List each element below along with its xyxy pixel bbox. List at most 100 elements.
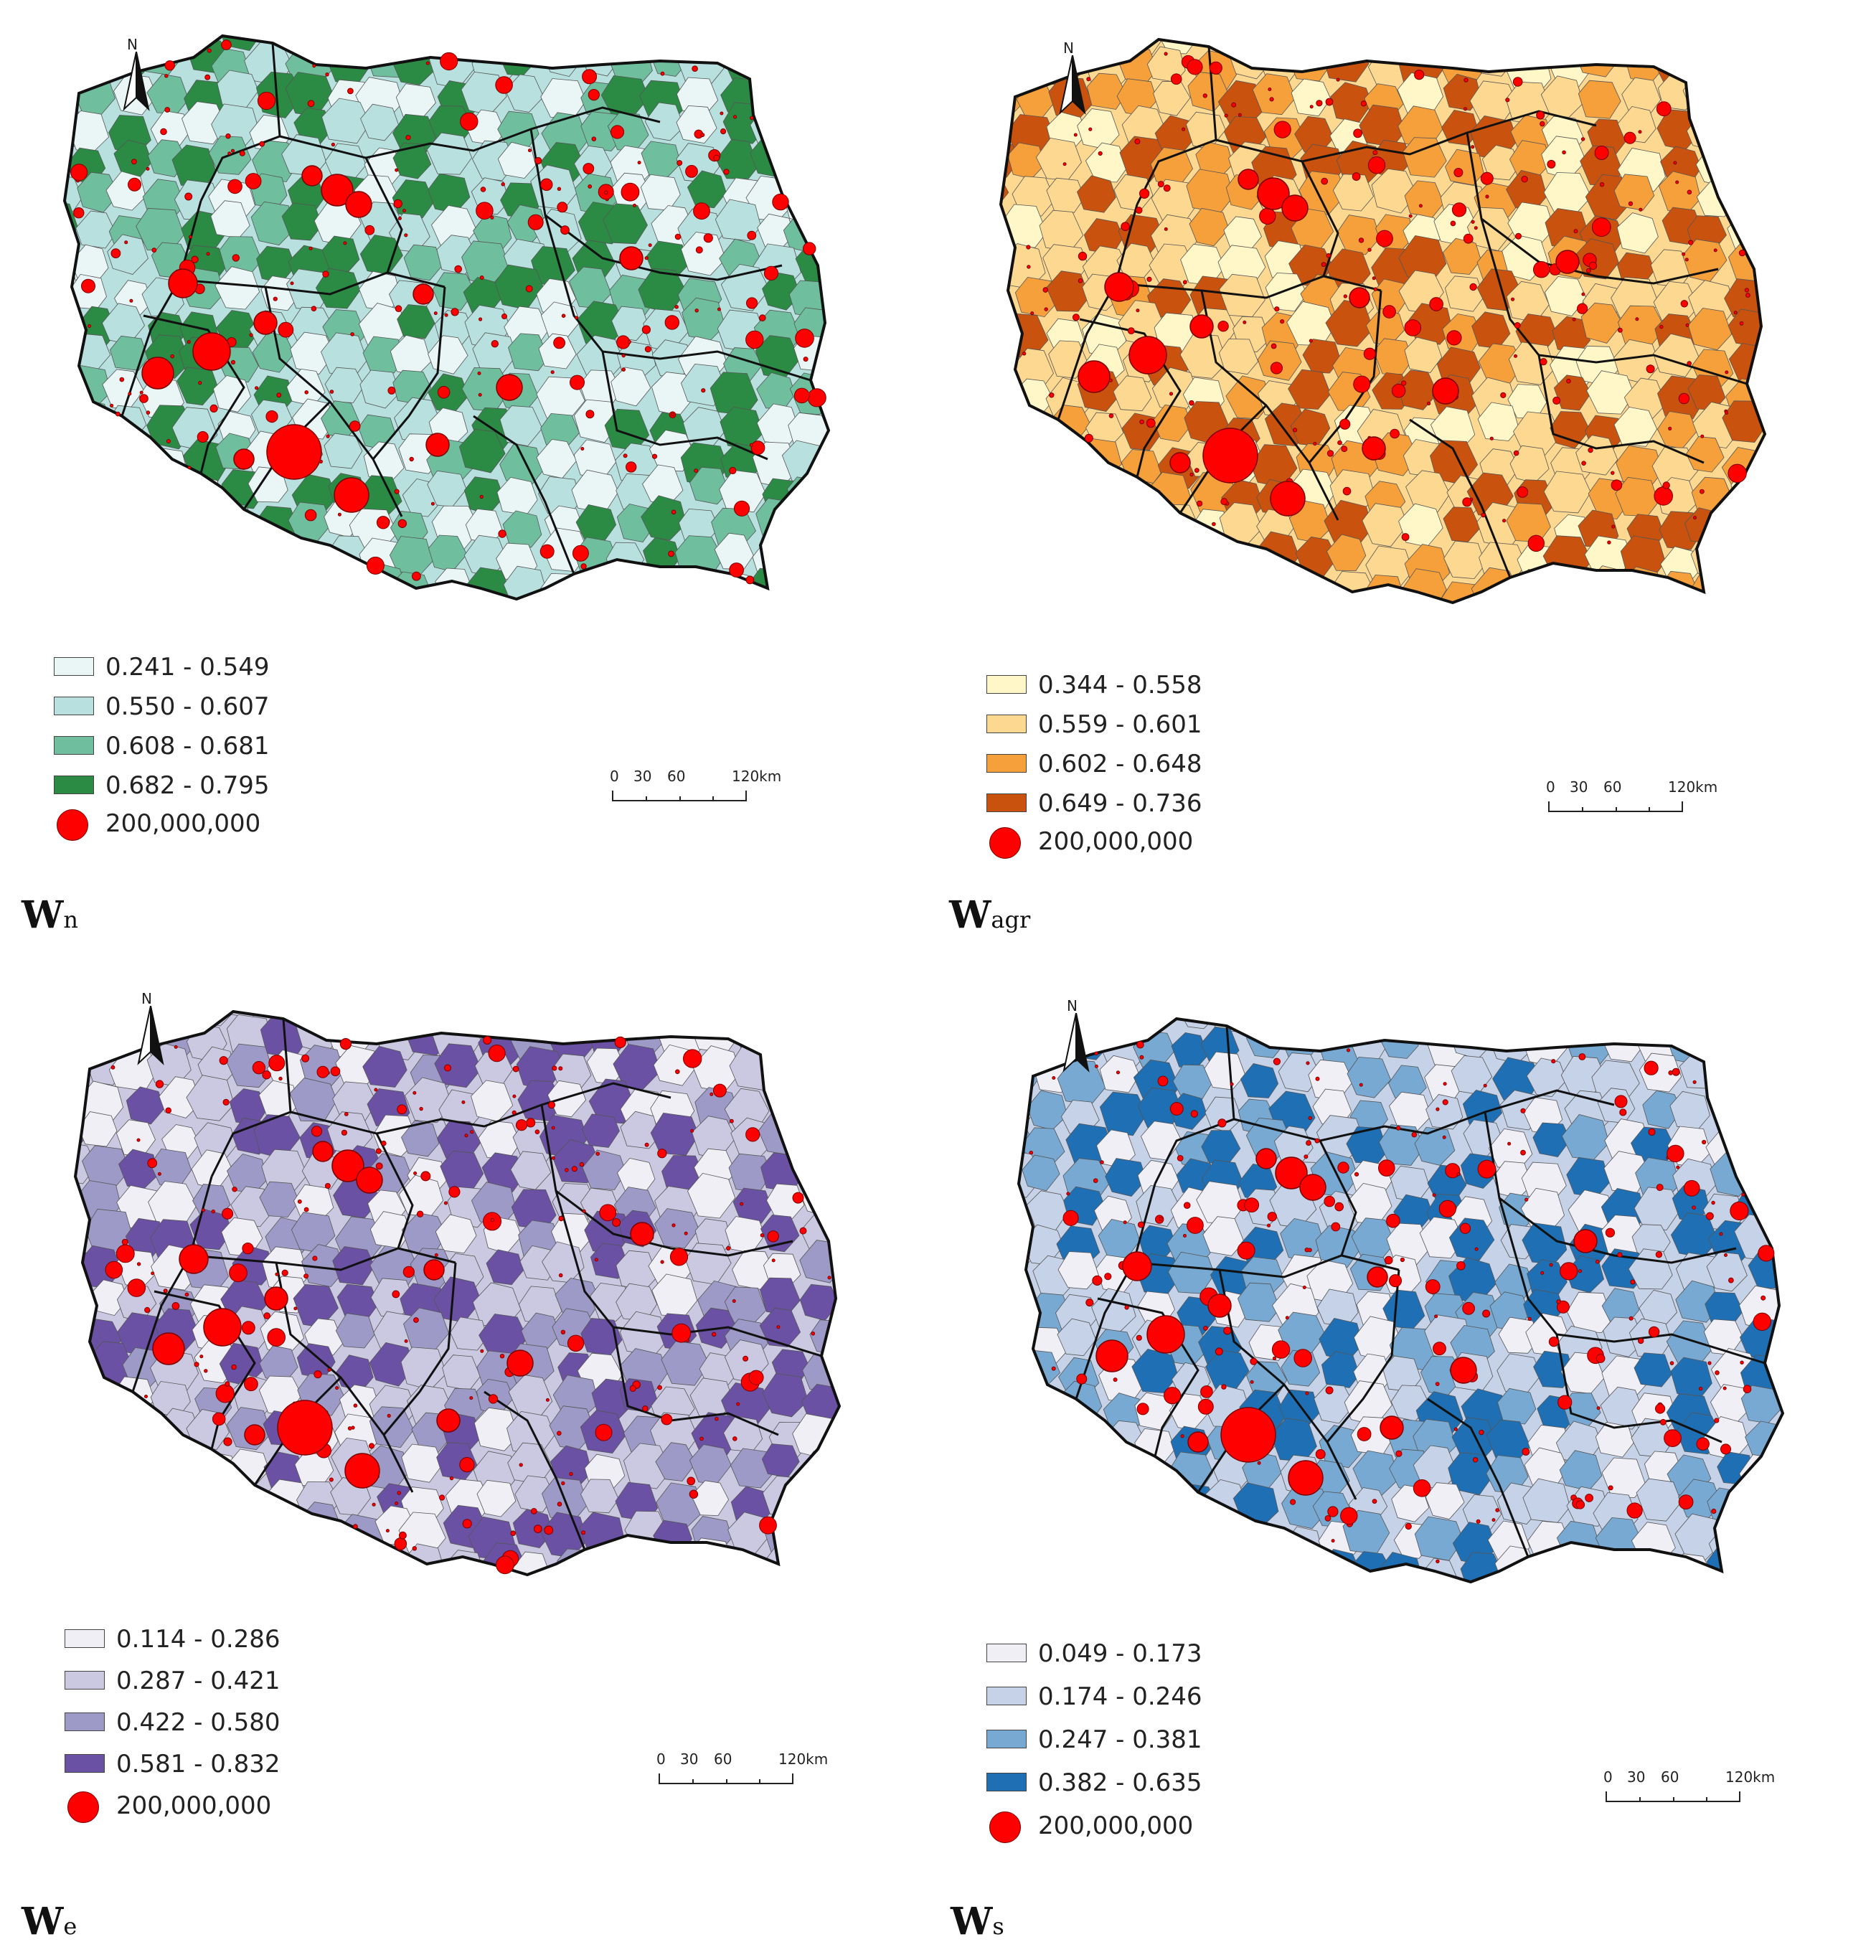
value-circle: [1760, 1295, 1766, 1301]
value-circle: [1157, 1075, 1169, 1087]
value-circle: [1327, 1506, 1339, 1517]
value-circle: [694, 308, 699, 313]
value-circle: [1425, 1279, 1441, 1294]
district-region: [582, 1149, 626, 1190]
value-circle: [490, 1217, 495, 1222]
value-circle: [1324, 1515, 1331, 1522]
value-circle: [552, 1065, 557, 1071]
district-region: [1585, 565, 1630, 603]
value-circle: [1177, 1155, 1184, 1162]
value-circle: [675, 1069, 680, 1075]
voivodeship-border: [382, 1262, 457, 1436]
value-circle: [703, 233, 713, 243]
district-region: [1745, 1162, 1783, 1202]
value-circle: [1272, 1356, 1277, 1360]
legend-label: 0.241 - 0.549: [105, 653, 270, 682]
legend-label: 0.049 - 0.173: [1038, 1639, 1202, 1668]
district-region: [1202, 1216, 1245, 1256]
value-circle: [199, 1354, 204, 1359]
value-circle: [1189, 400, 1194, 406]
district-region: [1547, 574, 1593, 603]
district-region: [1057, 1318, 1097, 1357]
value-circle: [772, 193, 789, 211]
value-circle: [488, 1045, 506, 1063]
district-region: [1686, 436, 1725, 473]
value-circle: [139, 390, 143, 395]
value-circle: [245, 173, 262, 189]
value-circle: [198, 380, 202, 385]
value-circle: [232, 254, 240, 262]
country-border: [1017, 1017, 1785, 1584]
district-region: [1225, 39, 1264, 45]
value-circle: [1445, 1163, 1461, 1179]
district-region: [623, 1545, 661, 1575]
value-circle: [580, 447, 585, 451]
north-label: N: [141, 990, 152, 1007]
value-circle: [374, 1088, 378, 1092]
value-circle: [1237, 1241, 1255, 1260]
voivodeship-border: [1498, 1197, 1766, 1365]
value-circle: [512, 1110, 517, 1115]
value-circle: [1462, 497, 1472, 507]
district-region: [1010, 414, 1050, 450]
value-circle: [207, 48, 212, 53]
district-region: [1613, 174, 1655, 211]
value-circle: [187, 466, 192, 470]
value-circle: [460, 112, 479, 131]
value-circle: [746, 297, 758, 309]
district-region: [1321, 1351, 1360, 1388]
district-region: [660, 1551, 707, 1575]
value-circle: [1626, 1502, 1643, 1519]
value-circle: [1513, 450, 1519, 456]
value-circle: [1514, 322, 1521, 329]
district-region: [209, 531, 257, 575]
district-region: [281, 202, 323, 241]
district-region: [335, 1313, 375, 1349]
value-circle: [1418, 204, 1423, 208]
district-region: [324, 36, 366, 43]
value-circle: [215, 1384, 235, 1403]
value-circle: [1342, 486, 1352, 496]
district-region: [770, 1023, 811, 1060]
district-region: [1580, 302, 1623, 344]
value-circle: [799, 1227, 807, 1235]
value-circle-large: [1257, 177, 1290, 210]
value-circle: [1552, 396, 1561, 405]
value-circle: [550, 370, 555, 374]
district-region: [1325, 39, 1373, 63]
value-circle: [1471, 145, 1475, 149]
scale-label: 120km: [778, 1751, 829, 1768]
value-circle: [491, 340, 499, 348]
legend-label: 0.682 - 0.795: [105, 771, 270, 800]
district-region: [1225, 547, 1265, 583]
district-region: [1402, 137, 1447, 178]
voivodeship-border: [1115, 275, 1382, 299]
district-region: [1225, 375, 1272, 420]
district-region: [1265, 272, 1308, 312]
value-circle: [1451, 202, 1467, 217]
value-circle: [449, 1476, 454, 1481]
district-region: [620, 1111, 660, 1149]
value-circle: [1684, 258, 1689, 262]
value-circle: [1187, 59, 1203, 75]
legend-circle-label: 200,000,000: [1038, 827, 1194, 856]
district-region: [1004, 39, 1050, 47]
value-circle: [1085, 1299, 1094, 1307]
value-circle-large: [423, 1259, 445, 1281]
voivodeship-border: [210, 1018, 292, 1177]
value-circle: [1477, 1159, 1496, 1179]
value-circle: [668, 550, 674, 557]
value-circle: [641, 325, 651, 334]
district-region: [1740, 1019, 1782, 1060]
district-region: [1613, 406, 1658, 447]
value-circle: [1084, 433, 1093, 443]
district-region: [332, 1012, 378, 1024]
value-circle: [1566, 378, 1571, 384]
value-circle: [1401, 533, 1410, 541]
district-region: [1738, 1484, 1783, 1526]
value-circle: [1540, 1271, 1545, 1275]
value-circle: [439, 1494, 446, 1501]
value-circle: [1062, 1210, 1079, 1226]
district-region: [1276, 1548, 1321, 1582]
value-circle: [1446, 330, 1462, 346]
